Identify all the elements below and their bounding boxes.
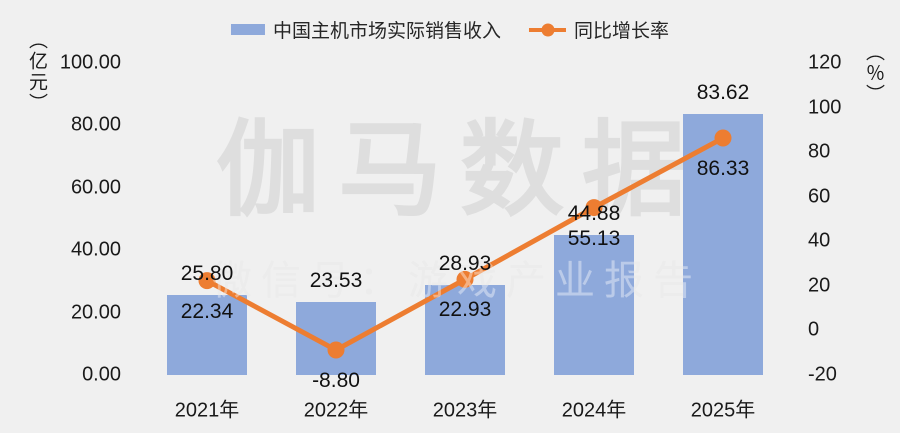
left-axis-tick: 100.00 <box>59 51 121 74</box>
x-axis-label: 2021年 <box>174 399 240 422</box>
growth-point <box>585 199 603 217</box>
legend-growth-label: 同比增长率 <box>574 21 670 42</box>
legend-revenue-label: 中国主机市场实际销售收入 <box>272 21 501 42</box>
growth-value-label: -8.80 <box>312 369 360 393</box>
growth-point <box>456 270 474 288</box>
right-axis-tick: -20 <box>808 363 837 386</box>
left-axis-tick: 80.00 <box>70 113 121 136</box>
growth-value-label: 86.33 <box>696 157 750 181</box>
revenue-bar <box>425 284 505 375</box>
revenue-bar <box>683 114 763 375</box>
watermark-brand: 伽马数据 <box>215 113 704 229</box>
right-axis-tick: 120 <box>808 51 842 74</box>
x-axis-label: 2025年 <box>690 399 756 422</box>
right-axis-tick: 0 <box>808 318 820 341</box>
growth-point <box>327 341 345 359</box>
left-axis-unit-label: （亿元） <box>26 30 47 114</box>
growth-point <box>198 272 216 290</box>
right-axis-tick: 40 <box>808 229 831 252</box>
revenue-bar <box>167 294 247 375</box>
revenue-value-label: 23.53 <box>309 268 363 292</box>
line-series-marker-icon <box>529 22 566 37</box>
x-axis-label: 2022年 <box>303 399 369 422</box>
growth-value-label: 55.13 <box>567 226 621 250</box>
watermark-wechat-overlay: 微信号：游戏产业报告 <box>212 259 702 303</box>
revenue-value-label: 25.80 <box>180 261 234 285</box>
growth-point <box>714 129 732 147</box>
right-axis-tick: 80 <box>808 140 831 163</box>
x-axis-label: 2023年 <box>432 399 498 422</box>
right-axis-tick: 60 <box>808 185 831 208</box>
legend-item-growth: 同比增长率 <box>529 16 669 43</box>
left-axis-tick: 20.00 <box>70 301 121 324</box>
growth-value-label: 22.93 <box>438 298 492 322</box>
right-axis-tick: 20 <box>808 274 831 297</box>
revenue-value-label: 28.93 <box>438 251 492 275</box>
legend: 中国主机市场实际销售收入 同比增长率 <box>230 16 669 43</box>
revenue-value-label: 83.62 <box>696 81 750 105</box>
right-axis-tick: 100 <box>808 96 842 119</box>
revenue-bar <box>554 234 634 375</box>
legend-item-revenue: 中国主机市场实际销售收入 <box>230 16 501 43</box>
left-axis-tick: 40.00 <box>70 238 121 261</box>
bar-series-swatch-icon <box>230 24 265 35</box>
left-axis-tick: 60.00 <box>70 176 121 199</box>
x-axis-label: 2024年 <box>561 399 627 422</box>
revenue-value-label: 44.88 <box>567 201 621 225</box>
right-axis-unit-label: （％） <box>863 42 884 105</box>
growth-value-label: 22.34 <box>180 299 234 323</box>
left-axis-tick: 0.00 <box>82 363 121 386</box>
